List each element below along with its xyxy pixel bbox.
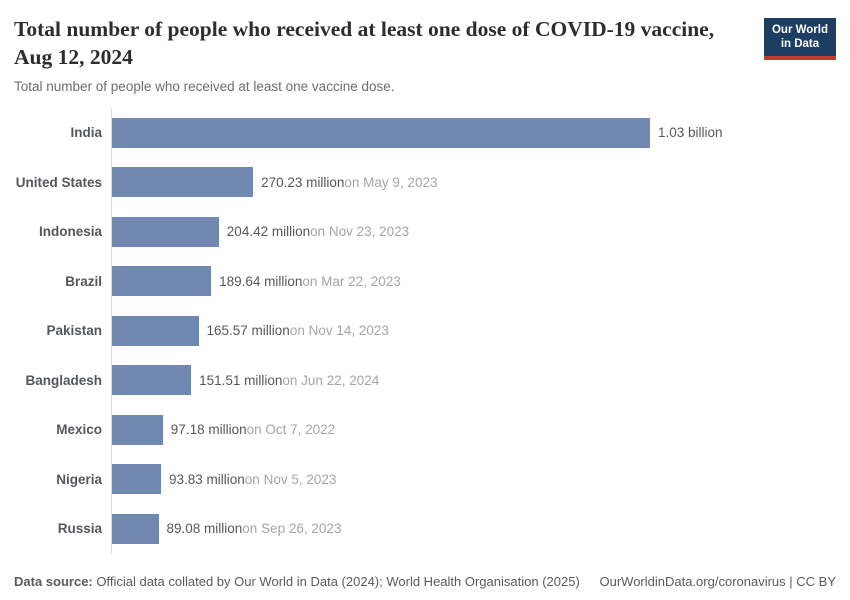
value-text: 89.08 million xyxy=(166,521,243,537)
bar-area: 93.83 millionon Nov 5, 2023 xyxy=(111,454,836,505)
bar-area: 97.18 millionon Oct 7, 2022 xyxy=(111,405,836,455)
bar-row: Pakistan 165.57 millionon Nov 14, 2023 xyxy=(14,306,836,356)
bar-area: 189.64 millionon Mar 22, 2023 xyxy=(111,256,836,307)
bar-area: 165.57 millionon Nov 14, 2023 xyxy=(111,306,836,356)
value-text: 151.51 million xyxy=(199,372,283,388)
bar[interactable] xyxy=(112,315,199,346)
owid-logo-line1: Our World xyxy=(771,24,828,36)
chart-title: Total number of people who received at l… xyxy=(14,17,715,69)
bar-area: 151.51 millionon Jun 22, 2024 xyxy=(111,355,836,406)
value-label: 1.03 billion xyxy=(658,125,723,140)
date-text: on Jun 22, 2024 xyxy=(282,372,380,388)
owid-logo-line2: in Data xyxy=(780,38,820,51)
bar[interactable] xyxy=(112,117,650,148)
bar-row: Bangladesh 151.51 millionon Jun 22, 2024 xyxy=(14,355,836,406)
category-label: Nigeria xyxy=(56,471,102,487)
value-text: 204.42 million xyxy=(226,224,311,240)
value-text: 165.57 million xyxy=(206,323,290,339)
value-label: 97.18 millionon Oct 7, 2022 xyxy=(171,422,335,437)
value-label: 189.64 millionon Mar 22, 2023 xyxy=(219,274,401,289)
date-text: on Oct 7, 2022 xyxy=(246,422,336,438)
bar[interactable] xyxy=(112,414,163,445)
bar-row: Nigeria 93.83 millionon Nov 5, 2023 xyxy=(14,454,836,505)
category-label: Russia xyxy=(57,521,102,537)
bar-row: Mexico 97.18 millionon Oct 7, 2022 xyxy=(14,405,836,455)
owid-logo[interactable]: Our World in Data xyxy=(763,18,836,60)
bar-row: United States 270.23 millionon May 9, 20… xyxy=(14,157,836,208)
header-text: Total number of people who received at l… xyxy=(14,14,734,94)
category-label: Pakistan xyxy=(46,323,102,339)
owid-coronavirus-link[interactable]: OurWorldinData.org/coronavirus | CC BY xyxy=(599,573,836,589)
value-label: 93.83 millionon Nov 5, 2023 xyxy=(169,472,336,487)
date-text: on Nov 5, 2023 xyxy=(244,471,337,487)
category-label: Mexico xyxy=(56,422,102,438)
bar[interactable] xyxy=(112,216,219,247)
date-text: on Nov 23, 2023 xyxy=(310,224,410,240)
category-label: United States xyxy=(15,174,102,190)
category-label: Indonesia xyxy=(38,224,102,240)
category-label: India xyxy=(70,125,102,141)
category-label: Bangladesh xyxy=(25,372,102,388)
bar-chart: India 1.03 billion United States 270.23 … xyxy=(14,108,836,554)
value-text: 1.03 billion xyxy=(658,125,723,141)
bar[interactable] xyxy=(112,365,192,396)
value-label: 204.42 millionon Nov 23, 2023 xyxy=(227,224,409,239)
bar-row: India 1.03 billion xyxy=(14,108,836,158)
bar-row: Russia 89.08 millionon Sep 26, 2023 xyxy=(14,504,836,554)
bar-area: 1.03 billion xyxy=(111,108,836,158)
data-source-note: Data source: Official data collated by O… xyxy=(14,574,580,589)
bar-row: Brazil 189.64 millionon Mar 22, 2023 xyxy=(14,256,836,307)
bar[interactable] xyxy=(112,167,254,198)
bar-area: 89.08 millionon Sep 26, 2023 xyxy=(111,504,836,554)
footer: Data source: Official data collated by O… xyxy=(14,574,836,589)
data-source-label: Data source: xyxy=(14,573,93,589)
header: Total number of people who received at l… xyxy=(14,14,836,94)
date-text: on Mar 22, 2023 xyxy=(302,273,401,289)
value-label: 89.08 millionon Sep 26, 2023 xyxy=(167,521,342,536)
value-text: 270.23 million xyxy=(261,174,345,190)
data-source-text: Official data collated by Our World in D… xyxy=(92,573,580,589)
date-text: on Nov 14, 2023 xyxy=(289,323,389,339)
value-label: 270.23 millionon May 9, 2023 xyxy=(261,175,437,190)
value-text: 97.18 million xyxy=(170,422,247,438)
date-text: on Sep 26, 2023 xyxy=(242,521,342,537)
chart-subtitle: Total number of people who received at l… xyxy=(14,79,395,95)
bar[interactable] xyxy=(112,266,212,297)
value-label: 165.57 millionon Nov 14, 2023 xyxy=(207,323,389,338)
bar-area: 204.42 millionon Nov 23, 2023 xyxy=(111,207,836,257)
category-label: Brazil xyxy=(65,273,102,289)
bar-area: 270.23 millionon May 9, 2023 xyxy=(111,157,836,208)
bar[interactable] xyxy=(112,464,161,495)
value-text: 189.64 million xyxy=(219,273,303,289)
date-text: on May 9, 2023 xyxy=(344,174,438,190)
value-text: 93.83 million xyxy=(169,471,245,487)
bar-row: Indonesia 204.42 millionon Nov 23, 2023 xyxy=(14,207,836,257)
value-label: 151.51 millionon Jun 22, 2024 xyxy=(199,373,379,388)
bar[interactable] xyxy=(112,513,159,544)
